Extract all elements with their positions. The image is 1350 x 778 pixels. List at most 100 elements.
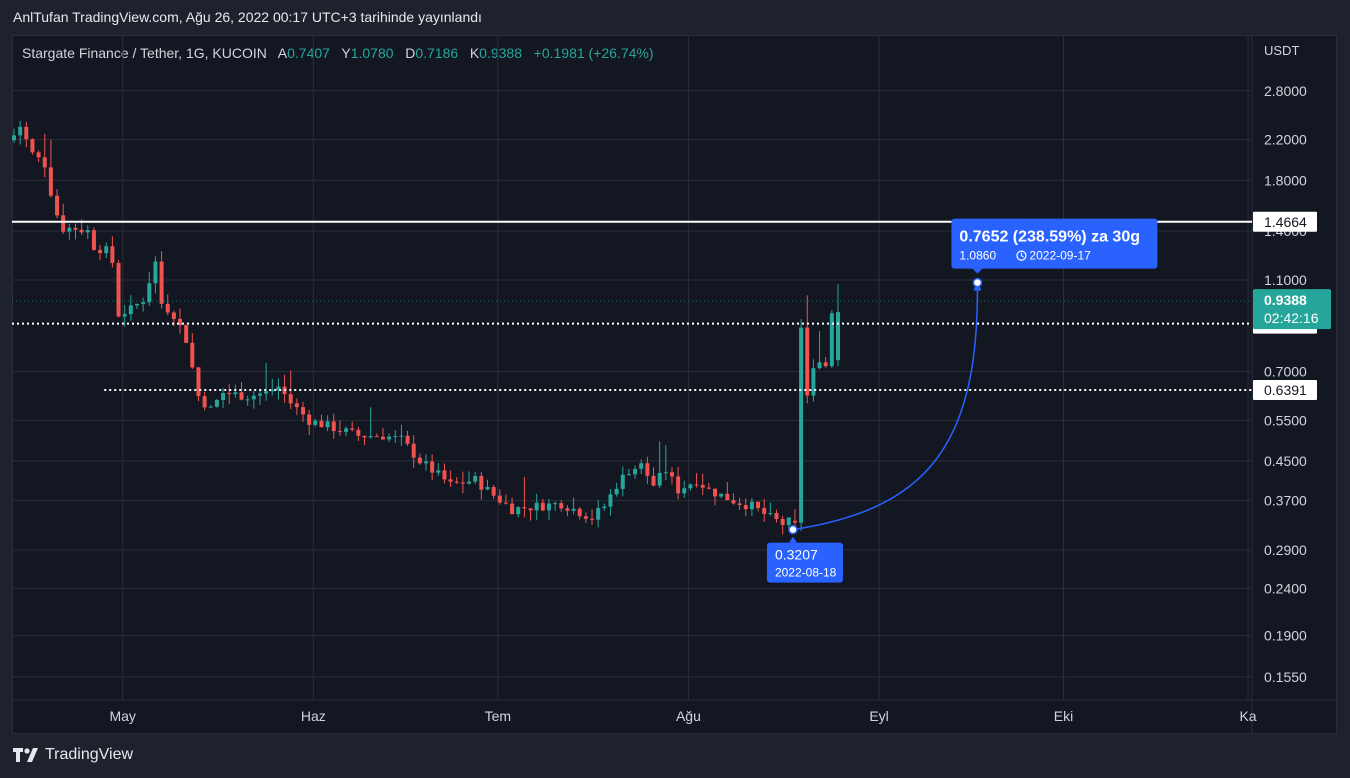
candle-body xyxy=(639,463,644,469)
candle-body xyxy=(546,503,551,511)
time-axis-tick-label: Eki xyxy=(1054,708,1073,724)
candle-body xyxy=(540,502,545,511)
candle-body xyxy=(221,393,226,400)
candle-body xyxy=(424,461,428,464)
time-axis-tick-label: Haz xyxy=(301,708,326,724)
candle-body xyxy=(245,399,250,401)
candle-body xyxy=(73,227,78,230)
candle-body xyxy=(565,508,570,511)
candle-body xyxy=(30,139,35,153)
projection-end-date: 2022-09-17 xyxy=(1029,249,1091,263)
candle-body xyxy=(147,283,152,303)
price-axis-tick-label: 0.3700 xyxy=(1264,493,1307,509)
candle-body xyxy=(208,406,213,408)
tradingview-branding[interactable]: TradingView xyxy=(13,746,133,764)
candle-body xyxy=(227,393,232,395)
time-axis-tick-label: Tem xyxy=(485,708,511,724)
candle-body xyxy=(448,479,453,482)
candle-body xyxy=(792,520,797,523)
candle-body xyxy=(399,435,404,437)
candle-body xyxy=(239,392,244,400)
candle-body xyxy=(811,368,816,396)
open-label: A xyxy=(277,45,288,61)
candle-body xyxy=(805,327,810,396)
candle-body xyxy=(522,507,527,509)
candle-body xyxy=(614,488,619,495)
candle-body xyxy=(743,505,748,510)
candle-body xyxy=(571,508,576,511)
candle-body xyxy=(270,390,275,392)
current-price-value: 0.9388 xyxy=(1264,292,1307,308)
projection-start-label: 0.3207 2022-08-18 xyxy=(766,536,843,583)
candle-body xyxy=(725,493,730,501)
candle-body xyxy=(786,517,791,525)
symbol-title: Stargate Finance / Tether, 1G, KUCOIN xyxy=(22,45,267,61)
candle-body xyxy=(98,249,103,254)
candle-body xyxy=(713,488,718,497)
level-price-label-box xyxy=(1253,211,1317,232)
candle-body xyxy=(319,420,324,428)
candle-body xyxy=(48,167,53,196)
candle-body xyxy=(473,475,478,482)
candle-body xyxy=(737,503,742,506)
candle-body xyxy=(12,135,16,141)
projection-start-label-pointer xyxy=(788,536,797,543)
chart-pane[interactable] xyxy=(12,35,1337,734)
candle-body xyxy=(510,503,515,515)
candle-body xyxy=(442,470,447,480)
candle-body xyxy=(762,508,767,514)
candle-body xyxy=(344,428,349,432)
candle-body xyxy=(731,500,736,504)
candle-body xyxy=(774,513,779,520)
time-axis: May Haz Tem Ağu Eyl Eki Ka xyxy=(109,708,1256,724)
time-axis-tick-label: May xyxy=(109,708,135,724)
price-axis: USDT2.80002.20001.80001.40001.10000.7000… xyxy=(1264,43,1307,685)
current-price-badge: 0.9388 02:42:16 xyxy=(1253,289,1331,330)
candle-body xyxy=(276,386,281,391)
close-label: K xyxy=(469,45,480,61)
candle-body xyxy=(178,318,183,326)
candle-body xyxy=(313,420,318,425)
candle-body xyxy=(36,152,41,158)
candle-body xyxy=(307,414,312,425)
candle-body xyxy=(682,488,687,494)
candle-body xyxy=(165,303,170,313)
candle-body xyxy=(485,486,490,490)
price-axis-tick-label: 0.4500 xyxy=(1264,453,1307,469)
candle-body xyxy=(18,126,23,136)
candle-body xyxy=(159,261,164,304)
candle-body xyxy=(528,508,533,511)
candle-body xyxy=(331,421,336,432)
candle-body xyxy=(374,436,379,438)
candle-body xyxy=(380,436,385,440)
candle-body xyxy=(602,506,607,509)
candle-body xyxy=(608,494,613,507)
candle-body xyxy=(110,246,115,263)
time-axis-tick-label: Ka xyxy=(1239,708,1256,724)
high-label: Y xyxy=(341,45,351,61)
candle-body xyxy=(196,367,201,397)
price-axis-tick-label: 0.1900 xyxy=(1264,628,1307,644)
candle-body xyxy=(294,403,299,408)
projection-end-label-pointer xyxy=(972,268,983,274)
candle-body xyxy=(749,501,754,510)
candle-body xyxy=(694,484,699,486)
candle-body xyxy=(676,476,681,494)
candle-body xyxy=(350,428,355,430)
candle-body xyxy=(141,302,146,304)
level-price-label: 1.4664 xyxy=(1253,211,1317,232)
symbol-legend: Stargate Finance / Tether, 1G, KUCOIN A0… xyxy=(22,45,654,61)
candle-body xyxy=(700,484,705,488)
candle-body xyxy=(42,157,47,168)
candle-body xyxy=(411,443,416,458)
candle-body xyxy=(301,407,306,415)
tradingview-logo-icon xyxy=(13,748,38,762)
level-price-label-text: 1.4664 xyxy=(1264,214,1307,230)
candle-body xyxy=(467,481,472,484)
candle-body xyxy=(55,195,60,216)
candle-body xyxy=(153,261,158,284)
candle-body xyxy=(559,503,564,509)
time-axis-tick-label: Eyl xyxy=(869,708,888,724)
projection-arc xyxy=(792,290,979,531)
